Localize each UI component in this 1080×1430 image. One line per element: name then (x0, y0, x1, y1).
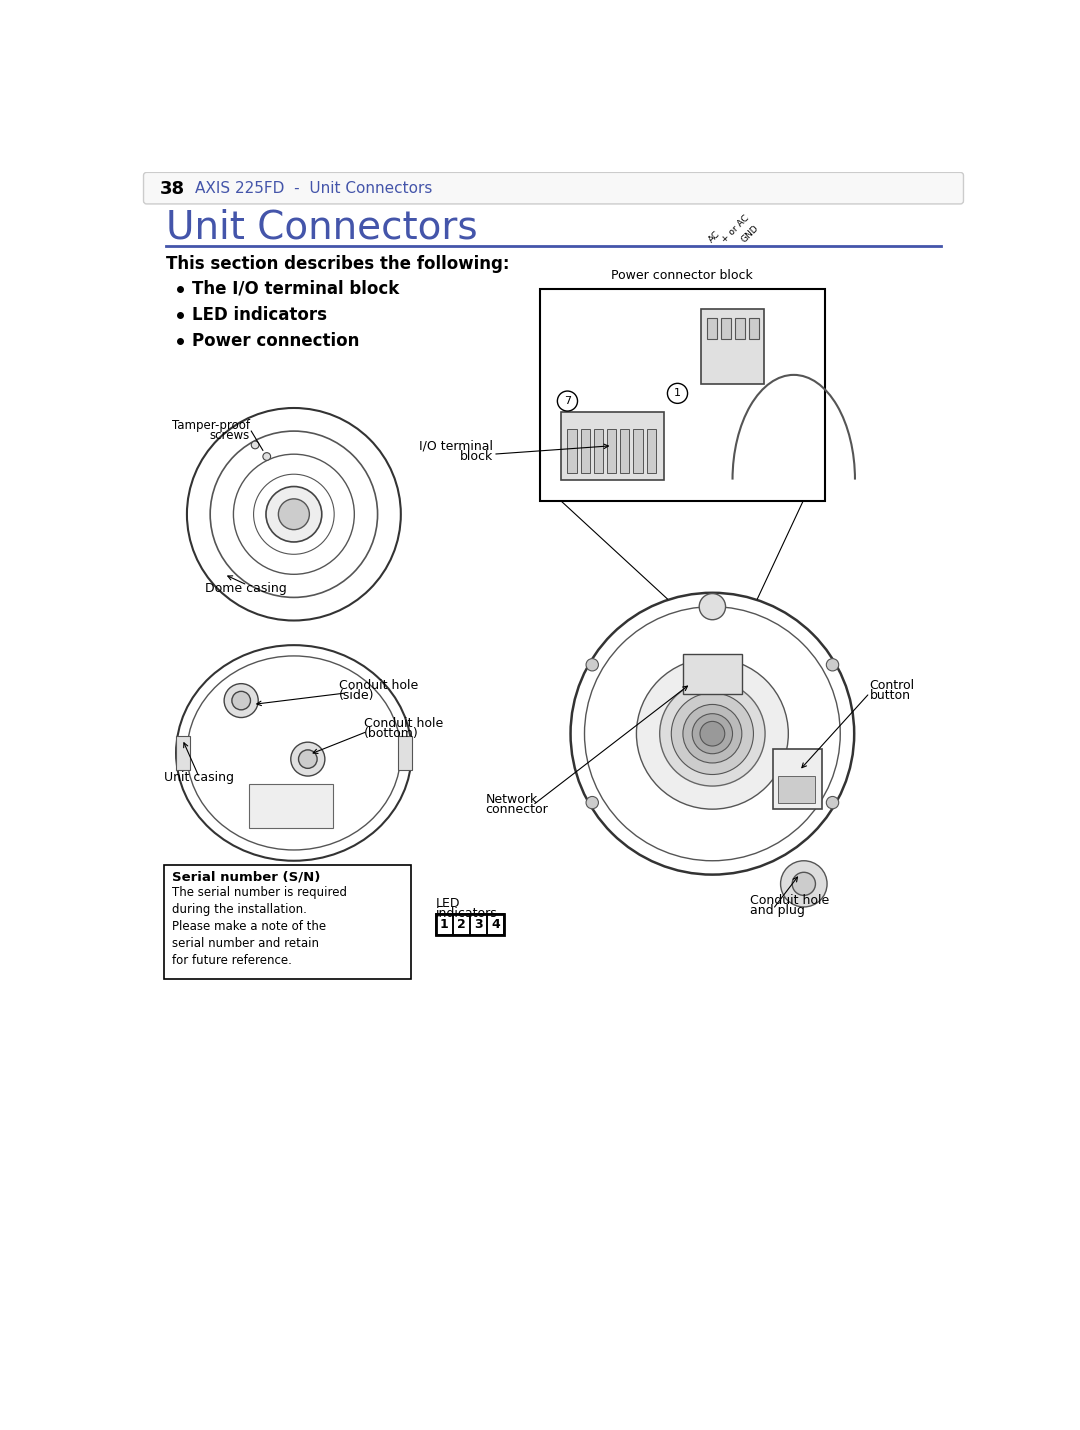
Text: Serial number (S/N): Serial number (S/N) (172, 871, 321, 884)
Text: 1: 1 (674, 389, 681, 399)
Bar (773, 749, 822, 809)
Text: Power connector block: Power connector block (611, 269, 753, 282)
Text: 7: 7 (564, 396, 571, 406)
Circle shape (298, 749, 318, 768)
Bar (567, 429, 577, 473)
Circle shape (781, 861, 827, 907)
Text: LED: LED (435, 897, 460, 909)
Text: 1: 1 (440, 918, 448, 931)
Bar (470, 914, 487, 935)
Text: The serial number is required: The serial number is required (172, 885, 347, 899)
Bar (779, 776, 815, 804)
Text: LED indicators: LED indicators (191, 306, 326, 323)
Text: Dome casing: Dome casing (205, 582, 286, 595)
Text: (bottom): (bottom) (364, 728, 418, 741)
Circle shape (252, 440, 259, 449)
Circle shape (586, 659, 598, 671)
Text: Unit Connectors: Unit Connectors (166, 207, 477, 246)
Text: block: block (460, 450, 494, 463)
Text: The I/O terminal block: The I/O terminal block (191, 280, 399, 297)
Text: AC: AC (707, 229, 721, 245)
Circle shape (279, 499, 309, 529)
Bar (683, 654, 742, 694)
Bar (633, 429, 643, 473)
Bar (748, 317, 759, 339)
Bar (734, 317, 745, 339)
Text: 2: 2 (457, 918, 465, 931)
Circle shape (699, 593, 726, 619)
Circle shape (660, 681, 765, 786)
Circle shape (636, 658, 788, 809)
Bar (647, 429, 656, 473)
Circle shape (262, 453, 271, 460)
Circle shape (266, 486, 322, 542)
Bar (397, 736, 411, 769)
Circle shape (692, 714, 732, 754)
Text: Network: Network (485, 792, 538, 805)
Bar (164, 865, 410, 978)
Text: and plug: and plug (750, 904, 805, 917)
Text: connector: connector (485, 802, 548, 815)
Text: 3: 3 (474, 918, 483, 931)
Circle shape (793, 872, 815, 895)
Text: Control: Control (869, 679, 915, 692)
Text: 38: 38 (160, 180, 185, 197)
Bar (701, 309, 765, 385)
Text: screws: screws (210, 429, 249, 442)
Text: Conduit hole: Conduit hole (339, 679, 418, 692)
Circle shape (683, 705, 742, 764)
Text: 4: 4 (491, 918, 500, 931)
Circle shape (232, 691, 251, 709)
Text: serial number and retain: serial number and retain (172, 937, 320, 950)
Circle shape (672, 694, 754, 775)
Bar (435, 914, 453, 935)
Bar (594, 429, 603, 473)
Circle shape (586, 797, 598, 809)
Text: Conduit hole: Conduit hole (750, 894, 828, 907)
Text: (side): (side) (339, 689, 375, 702)
Circle shape (700, 721, 725, 746)
Text: Tamper-proof: Tamper-proof (172, 419, 249, 432)
Bar (540, 289, 825, 500)
Text: + or AC: + or AC (720, 213, 751, 245)
Text: I/O terminal: I/O terminal (419, 440, 494, 453)
Circle shape (225, 684, 258, 718)
Text: Unit casing: Unit casing (164, 771, 234, 784)
Bar (721, 317, 731, 339)
Text: Power connection: Power connection (191, 332, 359, 350)
Bar (607, 429, 617, 473)
Text: This section describes the following:: This section describes the following: (166, 255, 510, 273)
Text: Please make a note of the: Please make a note of the (172, 919, 326, 932)
Text: indicators: indicators (435, 908, 498, 921)
Text: for future reference.: for future reference. (172, 954, 292, 967)
Bar (620, 429, 630, 473)
Bar (562, 412, 663, 479)
Circle shape (291, 742, 325, 776)
Text: GND: GND (740, 223, 760, 245)
Circle shape (826, 797, 839, 809)
Text: Conduit hole: Conduit hole (364, 718, 443, 731)
Text: AXIS 225FD  -  Unit Connectors: AXIS 225FD - Unit Connectors (195, 182, 433, 196)
Bar (248, 784, 333, 828)
Bar (487, 914, 504, 935)
Circle shape (826, 659, 839, 671)
FancyBboxPatch shape (144, 173, 963, 204)
Bar (581, 429, 590, 473)
Text: during the installation.: during the installation. (172, 902, 307, 915)
Bar (707, 317, 717, 339)
Bar (176, 736, 190, 769)
Text: button: button (869, 689, 910, 702)
Bar (453, 914, 470, 935)
Bar (435, 914, 504, 935)
